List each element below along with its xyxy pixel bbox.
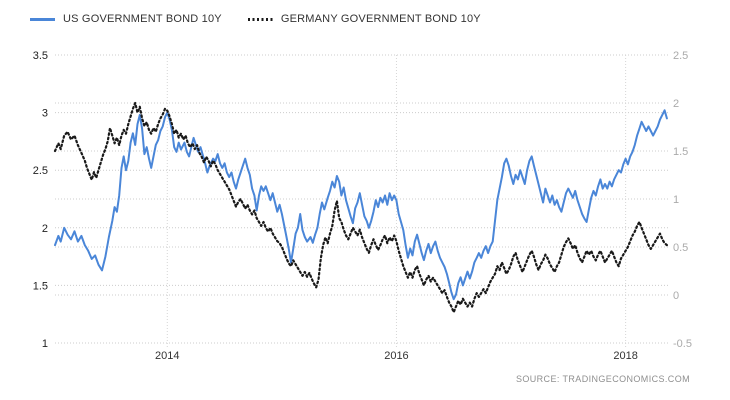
legend-item-germany-bond[interactable]: GERMANY GOVERNMENT BOND 10Y bbox=[247, 13, 481, 25]
us-line-swatch-icon bbox=[30, 17, 55, 21]
x-axis-tick-label: 2016 bbox=[384, 350, 408, 362]
source-attribution: SOURCE: TRADINGECONOMICS.COM bbox=[515, 374, 690, 384]
chart-legend: US GOVERNMENT BOND 10Y GERMANY GOVERNMEN… bbox=[30, 13, 481, 25]
legend-label-us-bond: US GOVERNMENT BOND 10Y bbox=[63, 13, 222, 25]
y-axis-tick-label-right: 0 bbox=[673, 290, 679, 302]
y-axis-tick-label-right: 0.5 bbox=[673, 242, 688, 254]
y-axis-tick-label-right: 1 bbox=[673, 194, 679, 206]
series-line-us-government-bond-10y bbox=[54, 109, 668, 301]
y-axis-tick-label-right: 2 bbox=[673, 98, 679, 110]
y-axis-tick-label-left: 3.5 bbox=[33, 50, 48, 62]
y-axis-tick-label-left: 2 bbox=[42, 223, 48, 235]
legend-item-us-bond[interactable]: US GOVERNMENT BOND 10Y bbox=[30, 13, 222, 25]
y-axis-tick-label-left: 1.5 bbox=[33, 280, 48, 292]
y-axis-tick-label-right: -0.5 bbox=[673, 338, 692, 350]
y-axis-tick-label-left: 1 bbox=[42, 338, 48, 350]
y-axis-tick-label-left: 3 bbox=[42, 108, 48, 120]
x-axis-tick-label: 2018 bbox=[613, 350, 637, 362]
x-axis-tick-label: 2014 bbox=[155, 350, 179, 362]
series-line-germany-government-bond-10y bbox=[53, 101, 669, 314]
legend-label-germany-bond: GERMANY GOVERNMENT BOND 10Y bbox=[280, 13, 481, 25]
y-axis-tick-label-right: 2.5 bbox=[673, 50, 688, 62]
y-axis-tick-label-right: 1.5 bbox=[673, 146, 688, 158]
y-axis-tick-label-left: 2.5 bbox=[33, 165, 48, 177]
germany-dotted-swatch-icon bbox=[247, 17, 273, 21]
